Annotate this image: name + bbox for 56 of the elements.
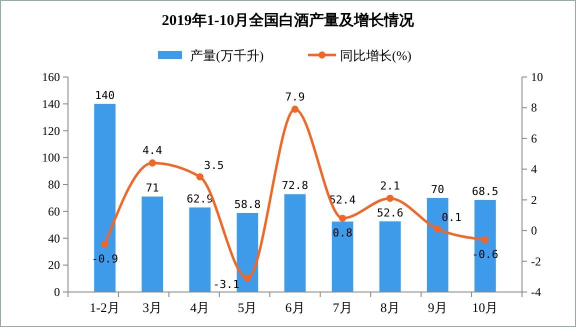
data-label: 2.1 <box>380 179 400 192</box>
y2-tick-label: -2 <box>531 254 541 268</box>
y2-tick-label: 2 <box>531 192 537 207</box>
bar <box>142 196 164 292</box>
point <box>101 240 108 248</box>
bar <box>94 104 116 292</box>
data-label: 72.8 <box>282 179 308 192</box>
point <box>338 214 346 222</box>
y2-tick-label: 4 <box>531 162 537 176</box>
data-label: 58.8 <box>234 198 261 211</box>
x-tick-label: 7月 <box>332 300 352 315</box>
y2-tick-label: 10 <box>531 70 543 84</box>
y-tick-label: 60 <box>48 204 60 218</box>
y-tick-label: 160 <box>42 70 60 84</box>
bar <box>284 194 306 292</box>
y-tick-label: 20 <box>48 258 60 272</box>
bar <box>379 221 401 292</box>
x-tick-label: 8月 <box>380 300 400 315</box>
y-tick-label: 0 <box>54 285 60 299</box>
data-label: 7.9 <box>285 90 305 104</box>
x-tick-label: 5月 <box>238 300 258 315</box>
point <box>196 173 204 180</box>
data-label: 70 <box>430 182 444 196</box>
data-label: 68.5 <box>472 184 498 198</box>
x-tick-label: 9月 <box>428 300 448 315</box>
point <box>148 159 156 167</box>
data-label: 3.5 <box>204 158 224 172</box>
point <box>386 194 394 202</box>
bar <box>332 222 354 292</box>
y2-tick-label: 0 <box>531 224 537 238</box>
data-label: 0.8 <box>332 226 352 240</box>
data-label: 4.4 <box>142 144 163 157</box>
y-tick-label: 100 <box>42 150 60 165</box>
point <box>434 225 442 233</box>
data-label: 52.6 <box>376 206 404 220</box>
legend-label: 产量(万千升) <box>190 48 264 63</box>
y-tick-label: 140 <box>42 96 60 111</box>
y-tick-label: 120 <box>42 124 60 138</box>
y-tick-label: 80 <box>48 178 60 192</box>
bar <box>189 207 211 292</box>
data-label: 140 <box>94 88 115 102</box>
x-tick-label: 1-2月 <box>90 300 120 315</box>
x-tick-label: 3月 <box>142 300 162 315</box>
x-tick-label: 6月 <box>285 300 305 315</box>
data-label: 71 <box>146 182 160 195</box>
legend-label: 同比增长(%) <box>340 48 412 63</box>
y2-tick-label: 6 <box>531 131 537 146</box>
y-tick-label: 40 <box>48 231 60 246</box>
y2-tick-label: 8 <box>531 100 537 115</box>
point <box>244 274 252 282</box>
point <box>482 236 489 244</box>
chart-title: 2019年1-10月全国白酒产量及增长情况 <box>162 12 416 29</box>
x-tick-label: 10月 <box>472 300 498 315</box>
point <box>291 106 299 113</box>
x-tick-label: 4月 <box>190 300 210 315</box>
y2-tick-label: -4 <box>531 285 541 299</box>
